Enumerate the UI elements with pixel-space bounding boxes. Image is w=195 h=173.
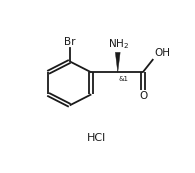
Polygon shape	[115, 52, 120, 72]
Text: Br: Br	[64, 37, 75, 47]
Text: HCl: HCl	[87, 133, 106, 143]
Text: O: O	[139, 91, 148, 101]
Text: OH: OH	[154, 48, 170, 58]
Text: &1: &1	[119, 76, 129, 82]
Text: NH$_2$: NH$_2$	[108, 37, 129, 51]
